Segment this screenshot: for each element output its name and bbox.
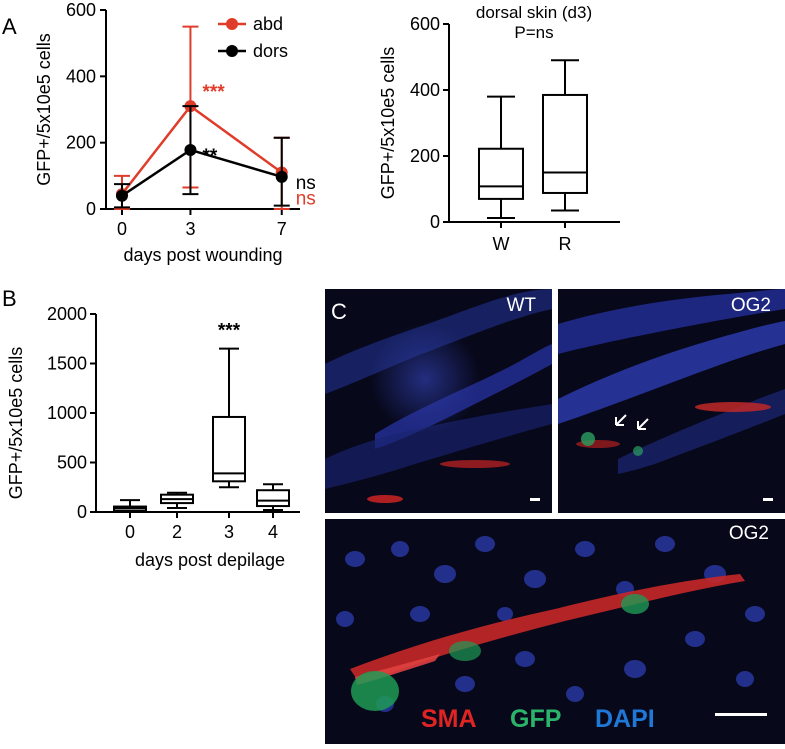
x-tick-label: 7	[277, 219, 287, 239]
chart-a-line: 0 200 400 600 0 3 7 days post wounding GFP+/5x10…	[34, 0, 316, 265]
y-tick-label: 2000	[47, 304, 87, 324]
stain-legend-sma: SMA	[421, 705, 477, 733]
micrograph-og2-top: OG2	[558, 289, 785, 513]
micrograph-og2-bottom-texture	[336, 536, 765, 712]
data-point-dors	[184, 143, 197, 156]
data-point-dors	[115, 189, 128, 202]
x-tick-label: 4	[268, 522, 278, 542]
micrograph-og2-top-texture	[558, 289, 785, 474]
x-tick-label: W	[493, 234, 510, 254]
panel-label-b: B	[2, 286, 17, 311]
micrograph-og2-bottom: OG2 SMA GFP DAPI	[325, 519, 785, 744]
legend-marker	[226, 18, 238, 30]
significance-label: ***	[202, 82, 225, 103]
y-tick-label: 600	[66, 0, 96, 20]
stain-legend-gfp: GFP	[510, 705, 562, 733]
legend-label-dors: dors	[253, 41, 288, 61]
micrograph-og2-top-label: OG2	[730, 295, 771, 316]
x-tick-label: R	[559, 234, 572, 254]
panel-label-a: A	[2, 14, 17, 39]
scale-bar	[763, 498, 773, 501]
micrograph-wt: WT C	[325, 289, 552, 513]
y-tick-label: 0	[430, 212, 440, 232]
box	[542, 93, 588, 194]
box	[478, 147, 524, 200]
y-axis-label: GFP+/5x10e5 cells	[6, 347, 26, 500]
y-tick-label: 200	[66, 133, 96, 153]
y-tick-label: 600	[410, 14, 440, 34]
y-tick-label: 0	[77, 502, 87, 522]
micrograph-wt-texture	[325, 289, 552, 503]
y-tick-label: 400	[66, 66, 96, 86]
panel-label-c: C	[331, 299, 347, 324]
y-tick-label: 1000	[47, 403, 87, 423]
significance-label: ***	[218, 321, 241, 342]
x-tick-label: 3	[185, 219, 195, 239]
micrograph-og2-bottom-label: OG2	[728, 523, 769, 544]
legend-marker	[226, 45, 238, 57]
y-axis-label: GFP+/5x10e5 cells	[34, 33, 54, 186]
y-tick-label: 400	[410, 80, 440, 100]
significance-label: ns	[296, 189, 316, 210]
y-tick-label: 500	[57, 453, 87, 473]
chart-title: dorsal skin (d3)	[476, 3, 592, 22]
scale-bar	[715, 713, 767, 716]
x-tick-label: 2	[172, 522, 182, 542]
scale-bar	[530, 498, 540, 501]
x-axis-label: days post wounding	[123, 245, 282, 265]
box	[212, 415, 246, 483]
chart-b-box: 0 500 1000 1500 2000 0 2 3 4 days post depilage GF…	[6, 304, 300, 570]
box	[256, 489, 290, 508]
chart-a-box: 0 200 400 600 W R GFP+/5x10e5 cells dorsal skin…	[378, 3, 620, 254]
stain-legend-dapi: DAPI	[595, 705, 655, 733]
y-tick-label: 1500	[47, 354, 87, 374]
y-axis-label: GFP+/5x10e5 cells	[378, 47, 398, 200]
x-tick-label: 3	[224, 522, 234, 542]
significance-label: **	[202, 146, 217, 167]
significance-label: ns	[296, 173, 316, 194]
x-tick-label: 0	[125, 522, 135, 542]
y-tick-label: 0	[86, 199, 96, 219]
legend-label-abd: abd	[253, 14, 283, 34]
y-tick-label: 200	[410, 146, 440, 166]
x-tick-label: 0	[117, 219, 127, 239]
x-axis-label: days post depilage	[135, 550, 285, 570]
data-point-dors	[275, 170, 288, 183]
micrograph-wt-label: WT	[506, 295, 536, 316]
chart-subtitle: P=ns	[514, 23, 553, 42]
